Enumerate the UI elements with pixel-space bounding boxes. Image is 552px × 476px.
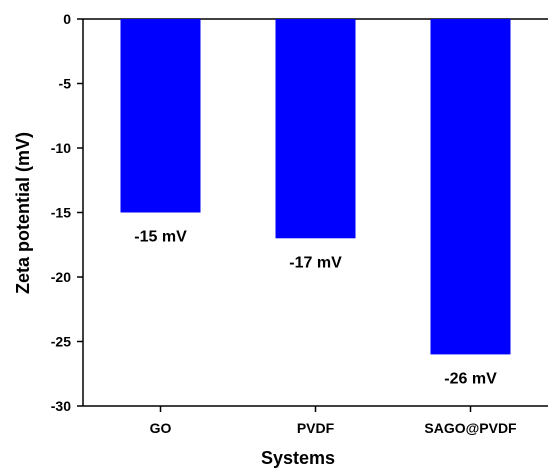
- x-tick-label: PVDF: [297, 420, 335, 436]
- data-label: -26 mV: [444, 370, 497, 387]
- y-tick-label: -5: [59, 76, 72, 92]
- x-axis-title: Systems: [261, 448, 335, 468]
- y-tick-label: -15: [51, 205, 71, 221]
- data-label: -15 mV: [134, 229, 187, 246]
- y-axis-title: Zeta potential (mV): [13, 132, 33, 294]
- y-tick-label: 0: [63, 11, 71, 27]
- data-label: -17 mV: [289, 254, 342, 271]
- y-tick-label: -30: [51, 398, 71, 414]
- x-tick-label: GO: [150, 420, 172, 436]
- bar: [430, 19, 511, 355]
- y-tick-label: -25: [51, 334, 71, 350]
- bars: -15 mV -17 mV -26 mV: [120, 19, 511, 387]
- x-tick-label: SAGO@PVDF: [424, 420, 517, 436]
- x-axis: GO PVDF SAGO@PVDF: [150, 406, 517, 436]
- y-tick-label: -10: [51, 140, 71, 156]
- y-tick-label: -20: [51, 269, 71, 285]
- y-axis: 0 -5 -10 -15 -20 -25 -30: [51, 11, 83, 414]
- bar: [275, 19, 356, 239]
- bar: [120, 19, 201, 213]
